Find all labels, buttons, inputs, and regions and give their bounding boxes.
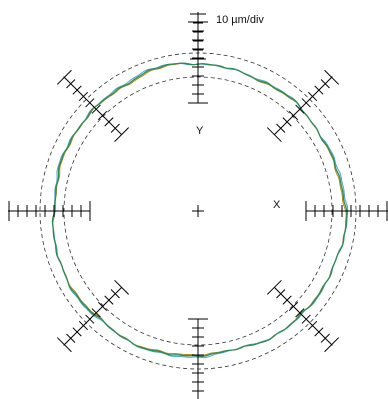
scale-arm-tick xyxy=(301,98,311,108)
scale-arm-tick xyxy=(288,301,299,312)
scale-arm-tick xyxy=(295,308,305,318)
scale-arm-tick xyxy=(307,320,318,331)
scale-arm-tick xyxy=(78,320,89,331)
scale-arm-tick xyxy=(114,127,130,143)
scale-arm-tick xyxy=(78,91,89,102)
scale-arm-tick xyxy=(282,117,292,127)
scale-arm-tick xyxy=(276,123,286,133)
scale-arm-tick xyxy=(324,69,340,85)
scale-arm xyxy=(188,21,208,104)
scale-arm-tick xyxy=(314,85,324,95)
scale-arm-tick xyxy=(72,327,82,337)
scale-arm-tick xyxy=(97,110,108,121)
center-cross xyxy=(192,205,204,217)
scale-arm-line xyxy=(63,287,122,346)
scale-arm-line xyxy=(274,76,333,135)
scale-arm xyxy=(56,279,130,353)
scale-arm xyxy=(266,279,340,353)
x-axis-label: X xyxy=(273,199,281,211)
scale-arm-tick xyxy=(91,104,101,114)
scale-arm-tick xyxy=(72,85,82,95)
scale-arms xyxy=(8,21,388,399)
scale-arm-tick xyxy=(104,295,114,305)
scale-arm-tick xyxy=(324,337,340,353)
scale-arm-tick xyxy=(56,337,72,353)
scale-arm xyxy=(56,69,130,143)
scale-arm-tick xyxy=(97,301,108,312)
scale-arm-tick xyxy=(320,333,330,343)
scale-arm-tick xyxy=(110,289,120,299)
scale-arm-tick xyxy=(104,117,114,127)
y-axis-label: Y xyxy=(196,125,204,137)
scale-arm-tick xyxy=(66,333,76,343)
scale-arm-tick xyxy=(266,279,282,295)
scale-arm xyxy=(305,201,388,221)
scale-arm-tick xyxy=(85,314,95,324)
scale-arm-line xyxy=(274,287,333,346)
scale-arm-tick xyxy=(320,79,330,89)
scale-arm-tick xyxy=(288,110,299,121)
scale-arm-tick xyxy=(91,308,101,318)
scale-arm xyxy=(266,69,340,143)
scale-arm-tick xyxy=(56,69,72,85)
scale-arm-tick xyxy=(114,279,130,295)
scale-arm xyxy=(8,201,91,221)
scale-label: 10 µm/div xyxy=(216,14,264,26)
scale-arm-tick xyxy=(85,98,95,108)
scale-arm-tick xyxy=(307,91,318,102)
scale-arm-tick xyxy=(110,123,120,133)
scale-arm-tick xyxy=(301,314,311,324)
scale-arm xyxy=(188,318,208,399)
scale-arm-tick xyxy=(266,127,282,143)
scale-arm-tick xyxy=(276,289,286,299)
scale-arm-tick xyxy=(295,104,305,114)
scale-arm-tick xyxy=(314,327,324,337)
scale-arm-tick xyxy=(282,295,292,305)
scale-arm-tick xyxy=(66,79,76,89)
scale-arm-line xyxy=(63,76,122,135)
